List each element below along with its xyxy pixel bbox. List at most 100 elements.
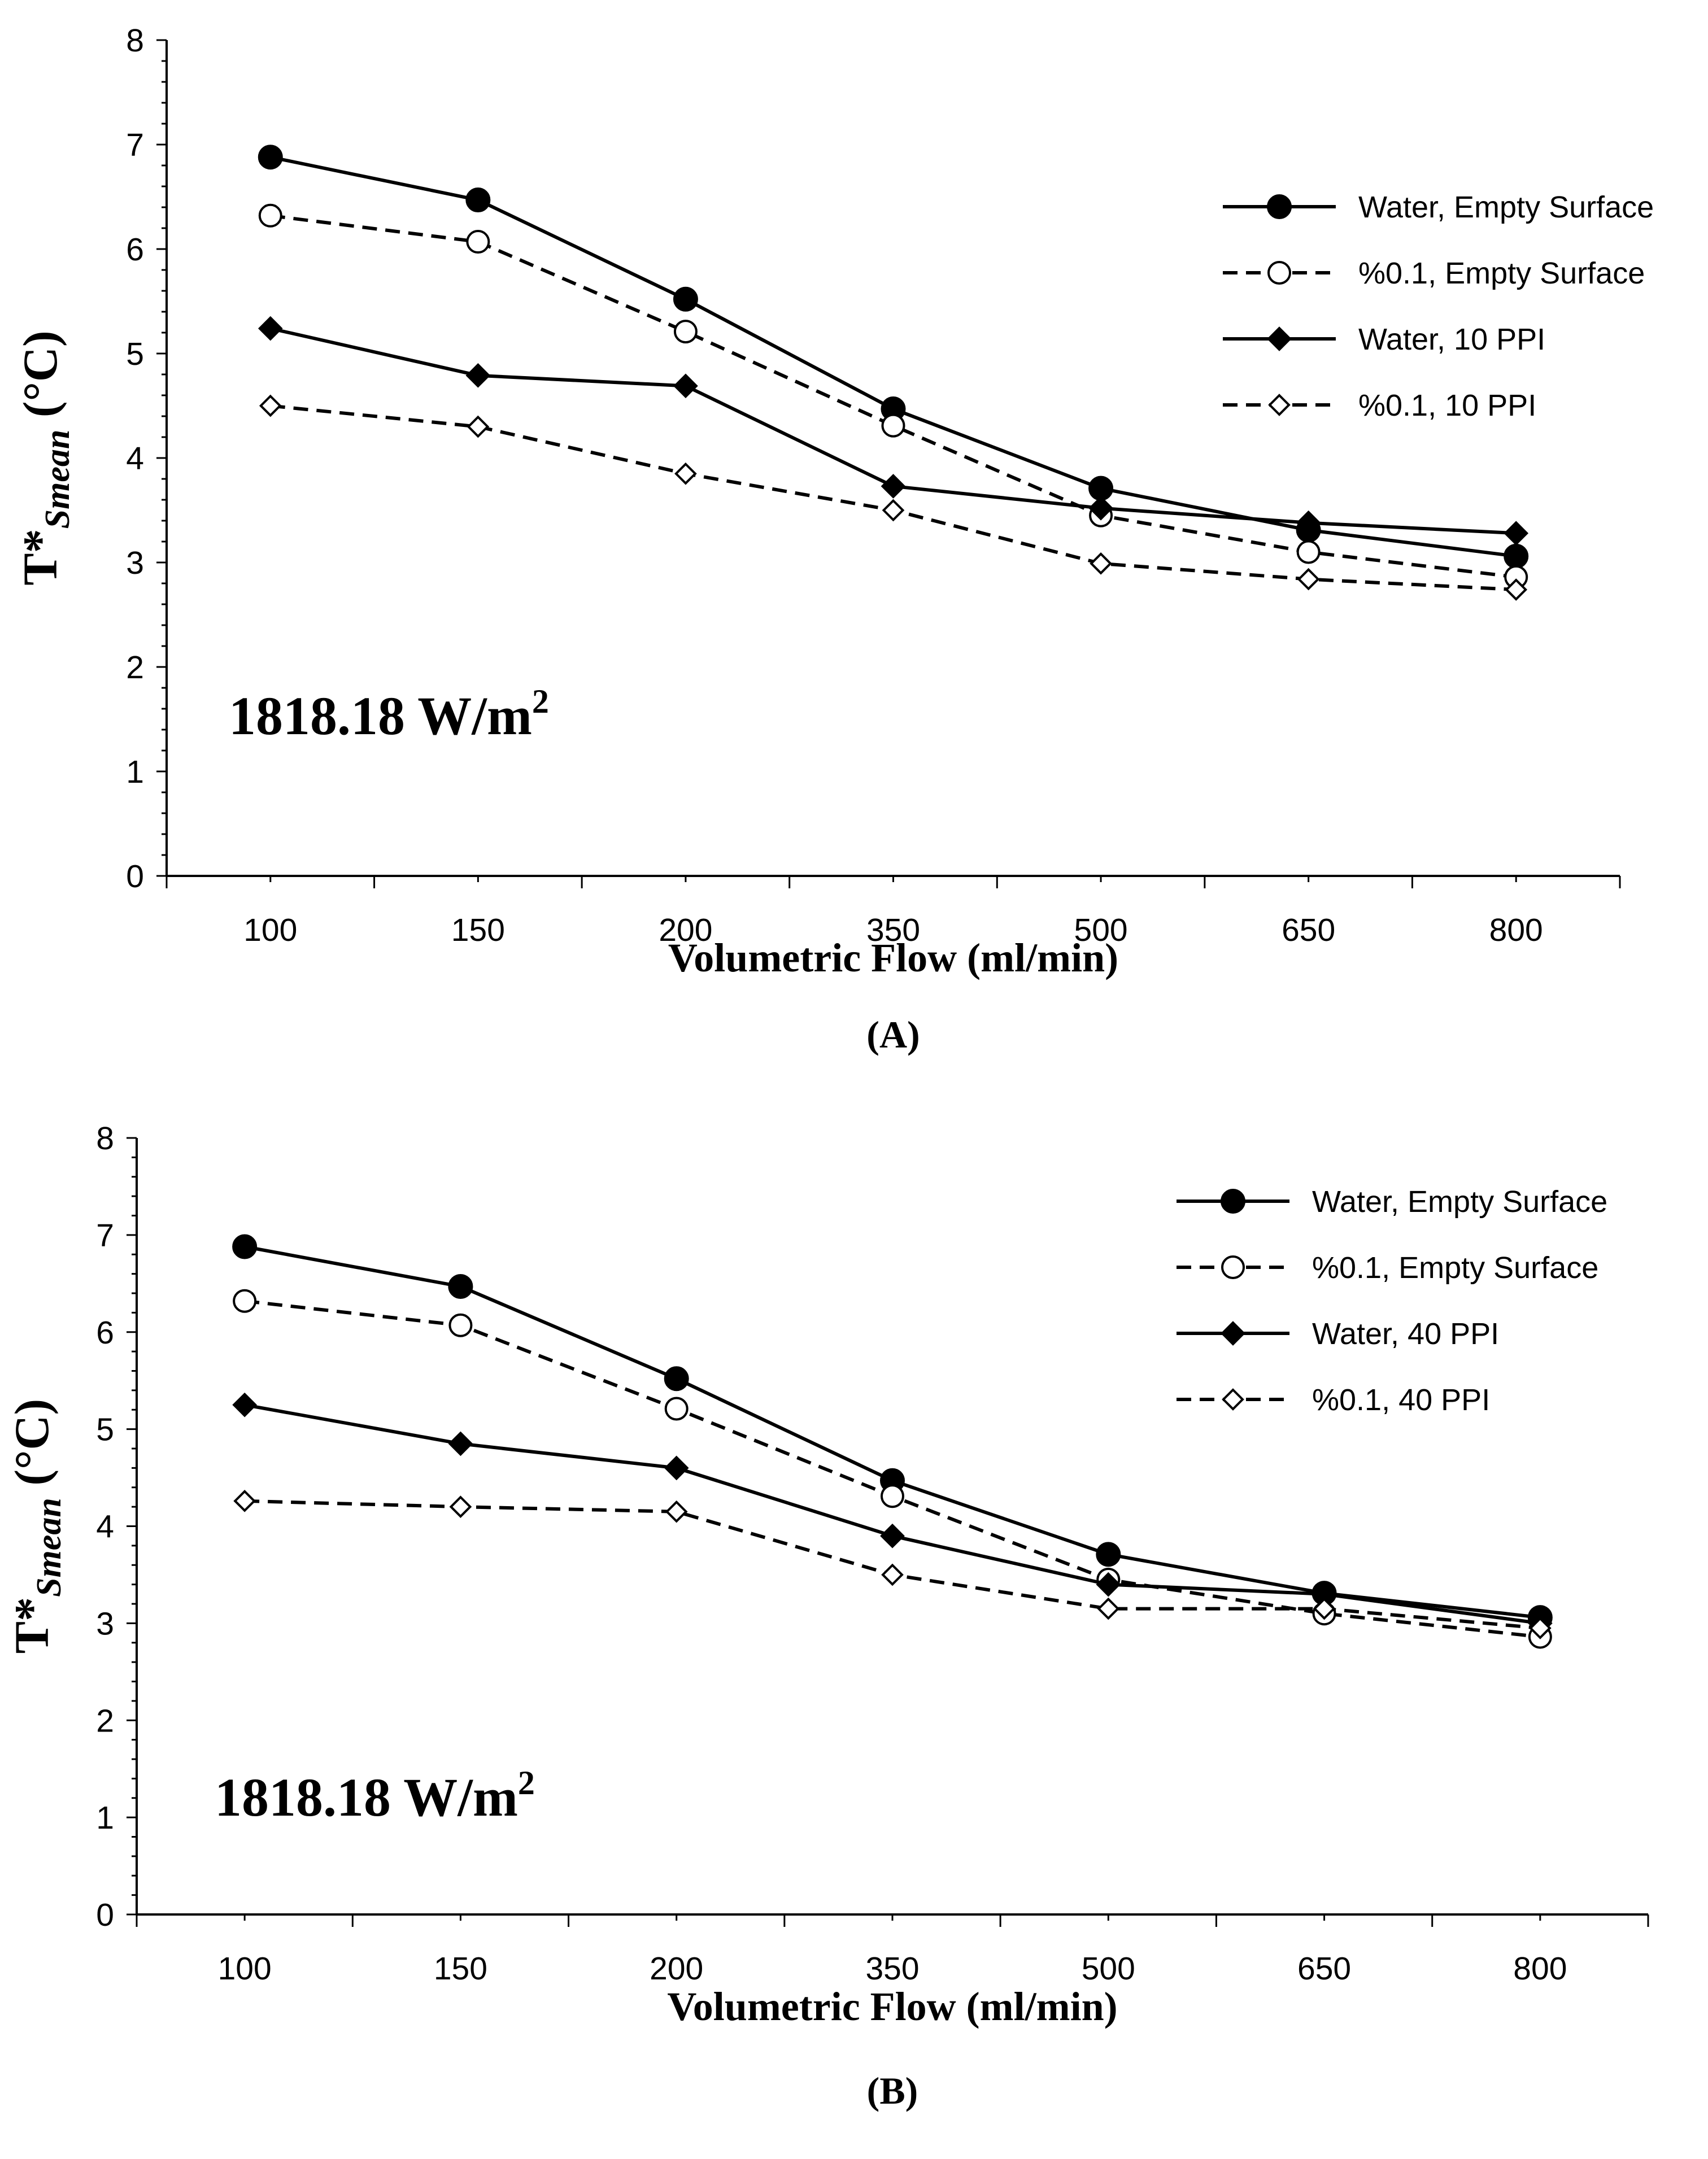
legend-marker xyxy=(1268,394,1291,416)
legend: Water, Empty Surface %0.1, Empty Surface W… xyxy=(1177,1185,1607,1417)
x-tick-label: 200 xyxy=(659,912,712,948)
data-point xyxy=(448,1313,473,1337)
data-point xyxy=(664,1366,689,1392)
series-2 xyxy=(258,203,1528,589)
data-point xyxy=(465,363,491,388)
series-4 xyxy=(233,1489,1552,1639)
legend-marker xyxy=(1221,1321,1245,1346)
series-line xyxy=(244,1245,1541,1620)
panel-label: (B) xyxy=(867,2069,918,2112)
data-point xyxy=(881,1484,904,1508)
x-tick-label: 500 xyxy=(1074,912,1128,948)
data-point xyxy=(664,1455,689,1481)
y-axis-title: T*Smean (°C) xyxy=(13,330,77,585)
data-point xyxy=(1313,1597,1336,1620)
data-point xyxy=(448,1273,473,1299)
data-point xyxy=(449,1495,472,1518)
legend-label: %0.1, Empty Surface xyxy=(1312,1251,1598,1285)
x-tick-label: 150 xyxy=(451,912,505,948)
x-axis-title: Volumetric Flow (ml/min) xyxy=(668,935,1118,980)
y-tick-label: 6 xyxy=(96,1315,114,1351)
data-point xyxy=(674,462,697,485)
heat-flux-annotation: 1818.18 W/m2 xyxy=(229,683,549,746)
x-tick-label: 200 xyxy=(650,1951,703,1987)
chart-panel-a: 0 1 2 3 4 5 6 7 8 100 150 200 350 500 650 800 Water, Emp… xyxy=(13,23,1654,1056)
legend-label: %0.1, 10 PPI xyxy=(1358,389,1536,422)
legend-label: Water, 40 PPI xyxy=(1312,1317,1499,1351)
data-point xyxy=(881,474,906,499)
y-tick-label: 5 xyxy=(96,1412,114,1448)
data-point xyxy=(258,316,283,341)
series-line xyxy=(244,1403,1541,1625)
series-4 xyxy=(259,394,1528,601)
heat-flux-annotation: 1818.18 W/m2 xyxy=(215,1764,535,1827)
legend-marker xyxy=(1267,194,1292,219)
y-tick-label: 8 xyxy=(96,1120,114,1157)
y-tick-label: 8 xyxy=(126,23,144,59)
x-tick-label: 500 xyxy=(1082,1951,1135,1987)
x-tick-label: 800 xyxy=(1489,912,1543,948)
y-tick-label: 1 xyxy=(96,1800,114,1836)
legend-label: Water, Empty Surface xyxy=(1312,1185,1607,1219)
y-tick-label: 2 xyxy=(96,1703,114,1739)
y-axis-title: T*Smean (°C) xyxy=(5,1399,68,1654)
data-point xyxy=(233,1489,256,1512)
x-tick-label: 800 xyxy=(1513,1951,1567,1987)
y-tick-label: 7 xyxy=(96,1218,114,1254)
data-point xyxy=(1097,1597,1120,1620)
data-point xyxy=(1296,510,1321,535)
data-point xyxy=(882,499,905,522)
legend-label: Water, 10 PPI xyxy=(1358,322,1545,356)
legend-label: Water, Empty Surface xyxy=(1358,190,1654,224)
series-3 xyxy=(232,1392,1553,1636)
series-3 xyxy=(258,316,1529,546)
x-tick-label: 100 xyxy=(243,912,297,948)
legend-marker xyxy=(1267,326,1292,351)
data-point xyxy=(258,145,283,170)
x-tick-label: 350 xyxy=(866,912,920,948)
data-point xyxy=(665,1500,688,1523)
legend-marker xyxy=(1221,1255,1245,1279)
data-point xyxy=(673,320,698,344)
panel-label: (A) xyxy=(866,1013,920,1056)
legend-marker xyxy=(1267,261,1291,285)
y-tick-label: 6 xyxy=(126,232,144,268)
y-tick-label: 2 xyxy=(126,649,144,686)
x-tick-label: 150 xyxy=(434,1951,487,1987)
data-point xyxy=(1088,495,1113,521)
y-tick-label: 1 xyxy=(126,754,144,790)
data-point xyxy=(881,413,905,438)
y-tick-label: 4 xyxy=(126,440,144,477)
y-tick-label: 5 xyxy=(126,336,144,372)
data-point xyxy=(1297,568,1320,591)
data-point xyxy=(258,203,282,228)
y-tick-label: 3 xyxy=(96,1606,114,1642)
data-point xyxy=(232,1392,257,1417)
data-point xyxy=(1090,552,1112,575)
y-tick-label: 7 xyxy=(126,127,144,163)
x-tick-label: 650 xyxy=(1297,1951,1351,1987)
data-point xyxy=(664,1397,689,1421)
x-axis-title: Volumetric Flow (ml/min) xyxy=(667,1984,1117,2029)
legend: Water, Empty Surface %0.1, Empty Surface W… xyxy=(1223,190,1654,422)
data-point xyxy=(1296,540,1321,564)
data-point xyxy=(673,286,698,312)
x-tick-label: 350 xyxy=(865,1951,919,1987)
data-point xyxy=(673,373,698,399)
y-tick-label: 0 xyxy=(126,858,144,895)
data-point xyxy=(880,1523,905,1549)
data-point xyxy=(233,1289,257,1313)
y-tick-label: 4 xyxy=(96,1509,114,1545)
y-tick-label: 0 xyxy=(96,1897,114,1933)
data-point xyxy=(448,1431,473,1456)
data-point xyxy=(881,1563,904,1586)
data-point xyxy=(1096,1542,1121,1567)
data-point xyxy=(1504,543,1529,569)
data-point xyxy=(1096,1572,1121,1597)
data-point xyxy=(465,187,491,213)
data-point xyxy=(259,394,282,417)
legend-label: %0.1, 40 PPI xyxy=(1312,1383,1490,1417)
y-tick-label: 3 xyxy=(126,545,144,581)
data-point xyxy=(467,415,490,438)
x-tick-label: 650 xyxy=(1282,912,1335,948)
